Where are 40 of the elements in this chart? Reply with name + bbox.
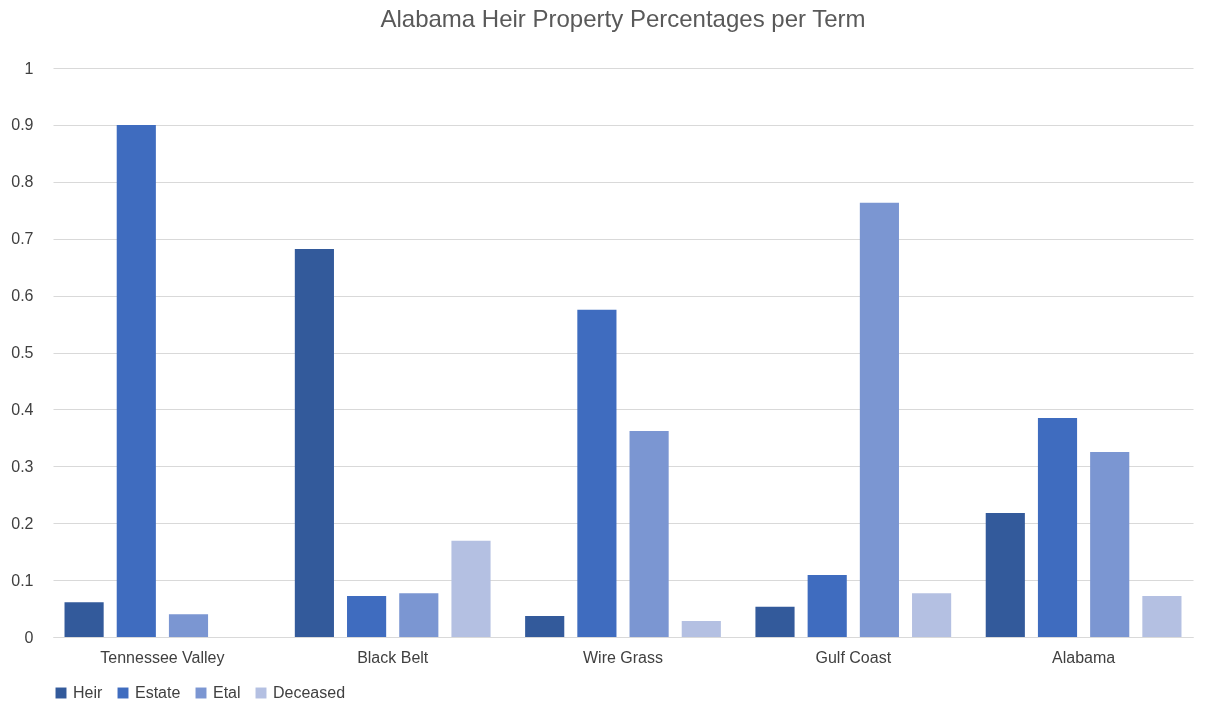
bar [168,614,209,637]
x-tick-label: Tennessee Valley [100,648,225,666]
x-tick-label: Wire Grass [583,648,663,666]
y-tick-label: 0.7 [11,230,34,248]
bar [681,621,721,637]
x-tick-label: Alabama [1052,648,1116,666]
bar [64,602,104,637]
legend-label: Estate [135,684,181,701]
y-tick-label: 0.2 [11,514,34,532]
bar [1090,452,1130,637]
bar [399,593,439,637]
x-tick-label: Black Belt [357,648,429,666]
bar [1037,417,1078,637]
bar [1142,596,1182,637]
y-tick-label: 0.5 [11,344,34,361]
bar [629,431,669,637]
bar [577,309,617,637]
bar [912,593,952,637]
bar [347,596,387,637]
y-tick-label: 1 [24,59,34,77]
y-tick-label: 0 [24,628,34,646]
y-tick-label: 0.9 [11,116,34,134]
bar [807,574,847,637]
y-tick-label: 0.1 [11,571,34,589]
y-tick-label: 0.4 [11,400,34,418]
bar [451,540,491,637]
y-tick-label: 0.8 [11,173,34,191]
y-tick-label: 0.3 [11,457,34,475]
bar [985,512,1025,637]
y-tick-label: 0.6 [11,287,34,305]
bar [859,202,899,637]
chart-title: Alabama Heir Property Percentages per Term [380,5,866,32]
legend-label: Heir [73,684,104,701]
bar [294,248,334,637]
bar [525,615,565,637]
legend-label: Deceased [273,684,346,701]
x-tick-label: Gulf Coast [815,648,892,666]
bar [755,606,795,637]
legend-label: Etal [213,684,241,701]
bar [116,124,156,637]
